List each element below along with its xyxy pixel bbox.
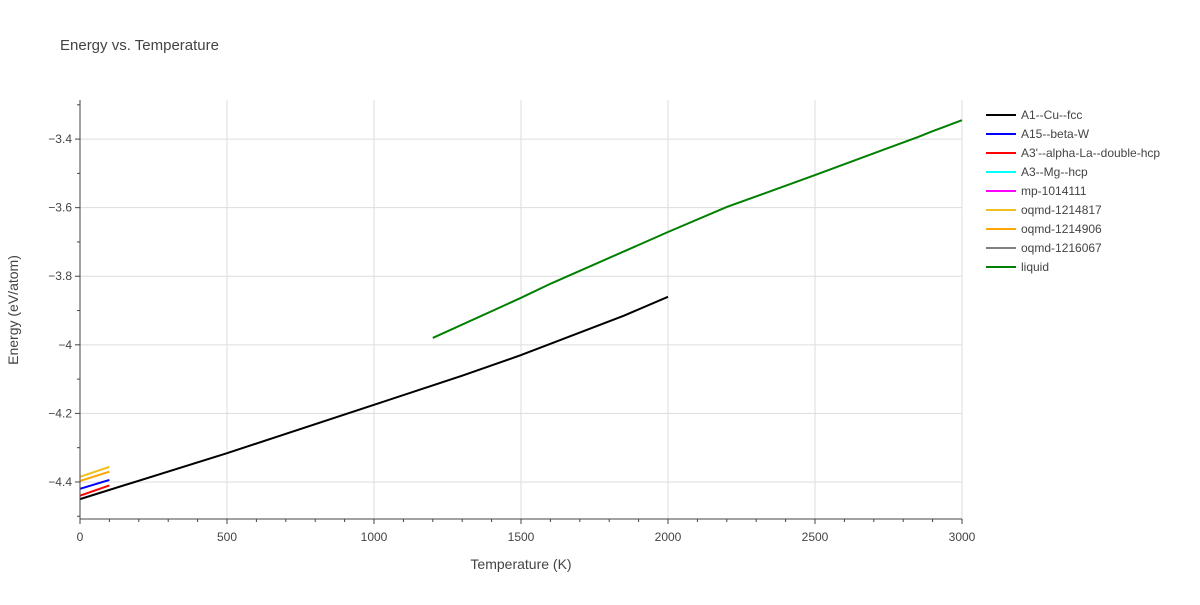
y-tick-label: −3.8 <box>48 269 72 283</box>
y-axis-label: Energy (eV/atom) <box>5 255 21 365</box>
legend-label: A15--beta-W <box>1021 127 1090 141</box>
x-tick-label: 3000 <box>949 530 976 544</box>
legend: A1--Cu--fcc A15--beta-W A3'--alpha-La--dou… <box>986 108 1160 274</box>
y-tick-label: −3.4 <box>48 132 72 146</box>
legend-label: oqmd-1214817 <box>1021 203 1102 217</box>
legend-item[interactable]: A3'--alpha-La--double-hcp <box>986 146 1160 160</box>
legend-label: liquid <box>1021 260 1049 274</box>
legend-label: A3--Mg--hcp <box>1021 165 1088 179</box>
series-line-a3-alpha-la-double-hcp <box>79 484 110 497</box>
grid <box>80 100 963 519</box>
y-tick-label: −3.6 <box>48 201 72 215</box>
legend-item[interactable]: A15--beta-W <box>986 127 1090 141</box>
legend-label: A1--Cu--fcc <box>1021 108 1082 122</box>
x-tick-label: 0 <box>77 530 84 544</box>
axes: 0 500 1000 1500 2000 2500 3000 −4.4 −4.2 −4 −3.8 −3… <box>48 100 976 544</box>
x-tick-label: 2500 <box>802 530 829 544</box>
legend-label: A3'--alpha-La--double-hcp <box>1021 146 1160 160</box>
y-tick-label: −4.2 <box>48 406 72 420</box>
x-tick-label: 500 <box>217 530 237 544</box>
legend-item[interactable]: oqmd-1216067 <box>986 241 1102 255</box>
legend-item[interactable]: oqmd-1214906 <box>986 222 1102 236</box>
series-line-a15-beta-w <box>79 478 110 490</box>
y-tick-label: −4.4 <box>48 475 72 489</box>
series-line-oqmd-1214906 <box>79 470 110 482</box>
legend-item[interactable]: oqmd-1214817 <box>986 203 1102 217</box>
series-group <box>79 119 963 501</box>
legend-item[interactable]: mp-1014111 <box>986 184 1087 198</box>
x-tick-label: 1500 <box>508 530 535 544</box>
y-tick-label: −4 <box>58 338 72 352</box>
series-line-oqmd-1214817 <box>79 465 110 478</box>
legend-item[interactable]: liquid <box>986 260 1049 274</box>
legend-label: mp-1014111 <box>1021 184 1087 198</box>
legend-label: oqmd-1214906 <box>1021 222 1102 236</box>
legend-item[interactable]: A3--Mg--hcp <box>986 165 1088 179</box>
legend-item[interactable]: A1--Cu--fcc <box>986 108 1082 122</box>
x-tick-label: 2000 <box>655 530 682 544</box>
series-line-a1-cu-fcc <box>79 295 669 501</box>
x-axis-label: Temperature (K) <box>470 556 571 572</box>
x-tick-label: 1000 <box>361 530 388 544</box>
series-line-liquid <box>432 119 963 339</box>
chart-title: Energy vs. Temperature <box>60 37 219 54</box>
legend-label: oqmd-1216067 <box>1021 241 1102 255</box>
